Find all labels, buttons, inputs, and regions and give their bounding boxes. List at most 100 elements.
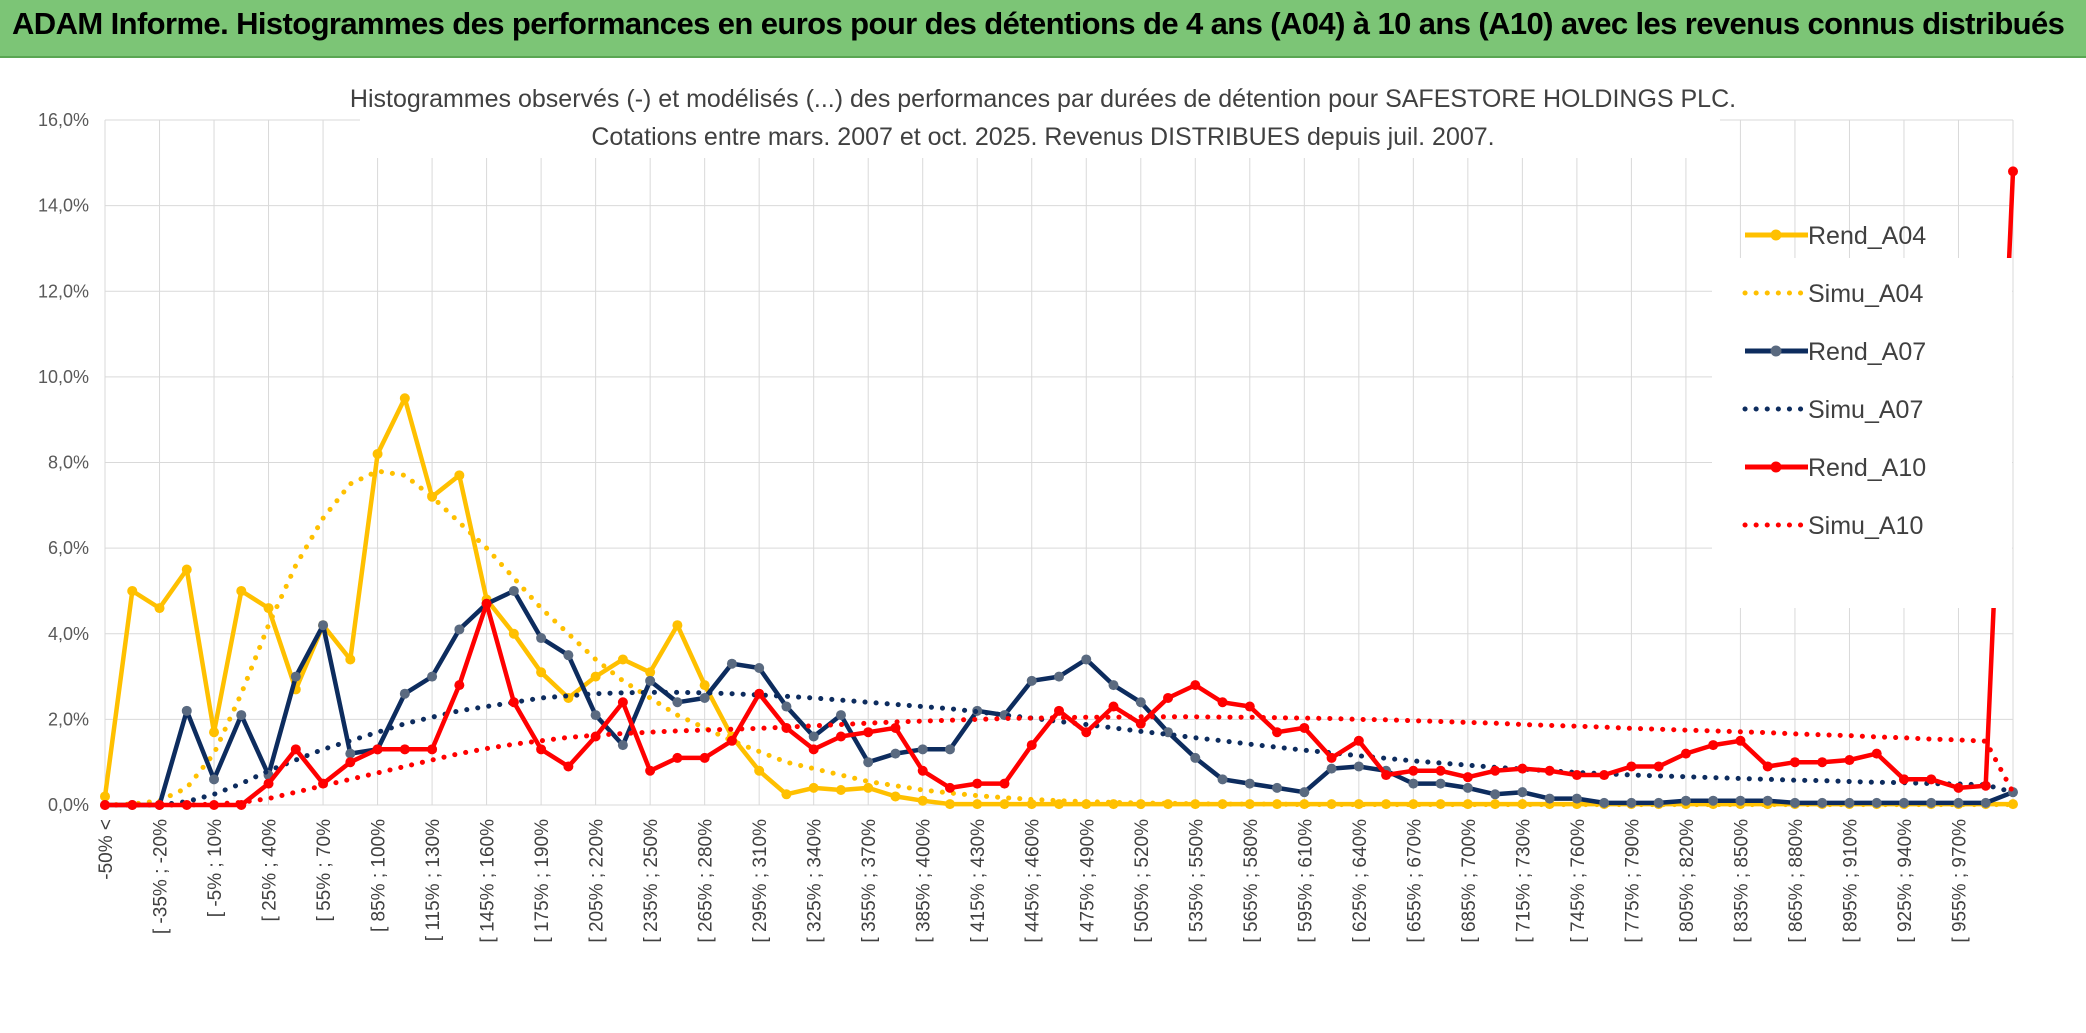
data-point-rend-a04 — [808, 782, 819, 793]
data-point-rend-a07 — [890, 748, 901, 759]
data-point-rend-a04 — [236, 585, 247, 596]
legend-label-rend-a10: Rend_A10 — [1808, 454, 1926, 482]
x-tick-label: [ 835% ; 850% — [1731, 819, 1752, 943]
x-tick-label: -50% < — [96, 819, 117, 880]
data-point-rend-a04 — [154, 603, 165, 614]
data-point-rend-a07 — [1626, 797, 1637, 808]
data-point-rend-a04 — [454, 470, 465, 481]
data-point-rend-a04 — [835, 785, 846, 796]
data-point-rend-a07 — [1217, 774, 1228, 785]
data-point-rend-a07 — [399, 688, 410, 699]
data-point-rend-a10 — [835, 731, 846, 742]
data-point-rend-a07 — [1108, 680, 1119, 691]
data-point-rend-a04 — [890, 791, 901, 802]
data-point-rend-a07 — [617, 740, 628, 751]
x-tick-label: [ 505% ; 520% — [1132, 819, 1153, 943]
series-line-simu-a07 — [102, 689, 2016, 808]
data-point-rend-a10 — [1544, 765, 1555, 776]
data-point-rend-a10 — [1490, 765, 1501, 776]
data-point-rend-a10 — [1244, 701, 1255, 712]
x-tick-label: [ 655% ; 670% — [1404, 819, 1425, 943]
x-tick-label: [ 265% ; 280% — [696, 819, 717, 943]
data-point-rend-a04 — [508, 628, 519, 639]
data-point-rend-a07 — [672, 697, 683, 708]
data-point-rend-a10 — [726, 735, 737, 746]
data-point-rend-a07 — [1980, 797, 1991, 808]
data-point-rend-a07 — [1571, 793, 1582, 804]
data-point-rend-a10 — [181, 800, 192, 810]
data-point-rend-a04 — [617, 654, 628, 665]
x-tick-label: [ 625% ; 640% — [1350, 819, 1371, 943]
x-tick-label: [ 325% ; 340% — [805, 819, 826, 943]
data-point-rend-a04 — [2008, 799, 2018, 810]
y-tick-label: 10,0% — [38, 367, 89, 387]
legend-marker-rend-a04 — [1770, 229, 1782, 241]
legend-background — [1712, 258, 2012, 608]
data-point-rend-a10 — [1898, 774, 1909, 785]
data-point-rend-a04 — [754, 765, 765, 776]
data-point-rend-a07 — [1408, 778, 1419, 789]
data-point-rend-a04 — [263, 603, 274, 614]
data-point-rend-a07 — [345, 748, 356, 759]
data-point-rend-a10 — [427, 744, 438, 755]
data-point-rend-a07 — [1326, 763, 1337, 774]
data-point-rend-a07 — [508, 585, 519, 596]
data-point-rend-a07 — [1817, 797, 1828, 808]
data-point-rend-a04 — [345, 654, 356, 665]
x-tick-label: [ 55% ; 70% — [314, 819, 335, 922]
data-point-rend-a10 — [1435, 765, 1446, 776]
x-tick-label: [ -5% ; 10% — [205, 819, 226, 917]
series-line-rend-a07 — [105, 588, 2014, 808]
data-point-rend-a10 — [1135, 718, 1146, 729]
data-point-rend-a07 — [1708, 795, 1719, 806]
title-banner: ADAM Informe. Histogrammes des performan… — [0, 0, 2086, 58]
x-tick-label: [ 445% ; 460% — [1023, 819, 1044, 943]
data-point-rend-a10 — [972, 778, 983, 789]
data-point-rend-a10 — [1272, 727, 1283, 738]
data-point-rend-a04 — [999, 799, 1010, 810]
data-point-rend-a07 — [1735, 795, 1746, 806]
data-point-rend-a10 — [1299, 722, 1310, 733]
x-tick-label: [ 685% ; 700% — [1459, 819, 1480, 943]
chart-subtitle: Cotations entre mars. 2007 et oct. 2025.… — [591, 123, 1494, 151]
data-point-rend-a04 — [1462, 799, 1473, 810]
data-point-rend-a07 — [917, 744, 928, 755]
x-tick-label: [ 145% ; 160% — [478, 819, 499, 943]
x-tick-label: [ 535% ; 550% — [1186, 819, 1207, 943]
x-tick-label: [ 85% ; 100% — [369, 819, 390, 932]
x-tick-label: [ 745% ; 760% — [1568, 819, 1589, 943]
data-point-rend-a07 — [726, 658, 737, 669]
data-point-rend-a07 — [1926, 797, 1937, 808]
data-point-rend-a04 — [863, 782, 874, 793]
legend-label-simu-a07: Simu_A07 — [1808, 396, 1923, 424]
data-point-rend-a10 — [1217, 697, 1228, 708]
x-tick-label: [ 895% ; 910% — [1840, 819, 1861, 943]
data-point-rend-a07 — [863, 757, 874, 768]
data-point-rend-a07 — [454, 624, 465, 635]
data-point-rend-a04 — [699, 680, 710, 691]
data-point-rend-a10 — [481, 598, 492, 609]
data-point-rend-a10 — [1190, 680, 1201, 691]
data-point-rend-a07 — [1789, 797, 1800, 808]
data-point-rend-a04 — [100, 791, 110, 802]
data-point-rend-a04 — [917, 795, 928, 806]
x-tick-label: [ 955% ; 970% — [1949, 819, 1970, 943]
data-point-rend-a10 — [1762, 761, 1773, 772]
data-point-rend-a04 — [781, 789, 792, 800]
data-point-rend-a07 — [181, 705, 192, 716]
data-point-rend-a04 — [972, 799, 983, 810]
data-point-rend-a10 — [808, 744, 819, 755]
data-point-rend-a10 — [563, 761, 574, 772]
data-point-rend-a10 — [1653, 761, 1664, 772]
data-point-rend-a07 — [1190, 752, 1201, 763]
x-tick-label: [ 415% ; 430% — [968, 819, 989, 943]
x-tick-label: [ 865% ; 880% — [1786, 819, 1807, 943]
data-point-rend-a04 — [536, 667, 547, 678]
data-point-rend-a10 — [345, 757, 356, 768]
data-point-rend-a07 — [427, 671, 438, 682]
data-point-rend-a07 — [808, 731, 819, 742]
x-tick-label: [ 775% ; 790% — [1622, 819, 1643, 943]
data-point-rend-a10 — [1789, 757, 1800, 768]
data-point-rend-a07 — [1762, 795, 1773, 806]
legend-marker-rend-a10 — [1770, 461, 1782, 473]
